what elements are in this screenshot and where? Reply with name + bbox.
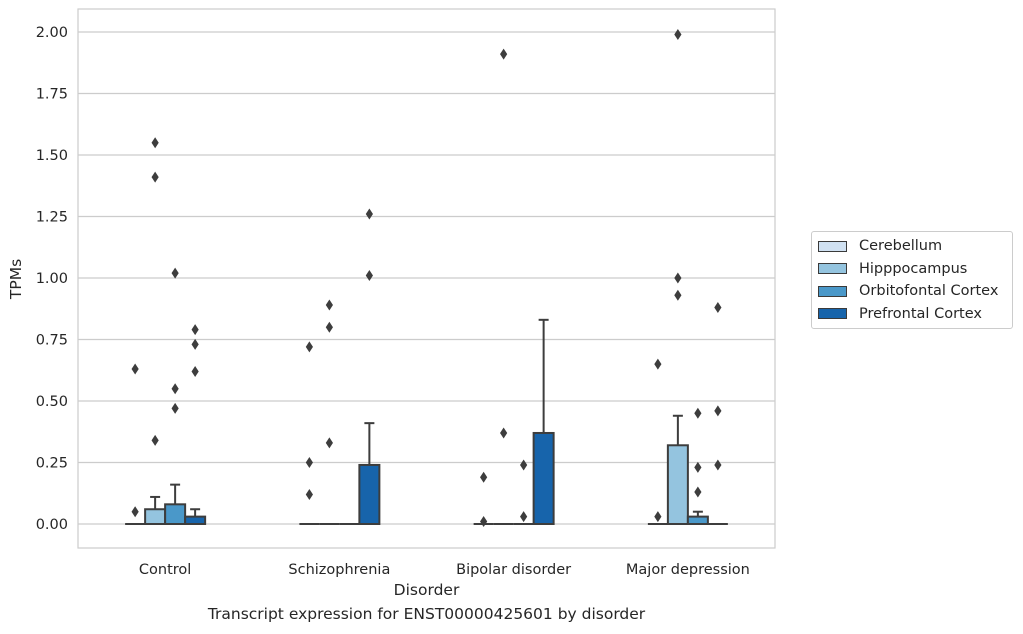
outlier-point	[171, 383, 179, 395]
legend-label: Cerebellum	[859, 238, 943, 255]
outlier-point	[171, 402, 179, 414]
box-hipppocampus	[144, 137, 167, 525]
box-orbitofontal-cortex	[513, 459, 534, 525]
y-tick-label: 1.25	[36, 210, 68, 226]
y-tick-label: 0.00	[36, 517, 68, 533]
x-tick-label: Major depression	[626, 562, 750, 578]
box-rect	[358, 463, 381, 525]
box-orbitofontal-cortex	[164, 267, 187, 526]
y-tick-label: 0.75	[36, 333, 68, 349]
box-hipppocampus	[666, 28, 689, 525]
box-rect	[686, 515, 709, 525]
legend-item: Hipppocampus	[812, 258, 1012, 281]
outlier-point	[191, 365, 199, 377]
chart-caption: Transcript expression for ENST0000042560…	[207, 605, 646, 623]
box-prefrontal-cortex	[532, 318, 555, 526]
legend-label: Prefrontal Cortex	[859, 305, 982, 322]
legend-item: Prefrontal Cortex	[812, 303, 1012, 326]
outlier-point	[714, 459, 722, 471]
box-cerebellum	[473, 471, 494, 528]
outlier-point	[674, 272, 682, 284]
outlier-point	[674, 289, 682, 301]
legend-swatch	[818, 285, 847, 297]
outlier-point	[520, 511, 528, 523]
outlier-point	[500, 48, 508, 60]
y-gridlines	[78, 31, 775, 525]
legend-swatch	[818, 240, 847, 252]
outlier-point	[305, 457, 313, 468]
y-tick-label: 1.50	[36, 148, 68, 164]
y-axis-label: TPMs	[7, 259, 25, 300]
legend-label: Orbitofontal Cortex	[859, 283, 999, 300]
outlier-point	[325, 299, 333, 311]
outlier-point	[325, 321, 333, 333]
box-hipppocampus	[493, 48, 514, 525]
outlier-point	[714, 405, 722, 417]
outlier-point	[365, 208, 373, 220]
box-cerebellum	[647, 358, 668, 525]
outlier-point	[131, 506, 139, 518]
y-tick-labels: 0.00 0.25 0.50 0.75 1.00 1.25 1.50 1.75 2.00	[36, 25, 68, 533]
outlier-point	[131, 363, 139, 375]
x-tick-label: Control	[139, 562, 191, 578]
box-prefrontal-cortex	[707, 302, 728, 525]
outlier-point	[694, 486, 702, 498]
outlier-point	[365, 270, 373, 282]
outlier-point	[480, 516, 488, 528]
legend-item: Cerebellum	[812, 235, 1012, 258]
plot-area-frame	[77, 8, 776, 549]
box-prefrontal-cortex	[358, 208, 381, 525]
outlier-point	[654, 358, 662, 370]
box-series	[125, 28, 728, 528]
outlier-point	[191, 338, 199, 350]
y-tick-label: 1.75	[36, 87, 68, 103]
x-axis-label: Disorder	[394, 581, 460, 599]
outlier-point	[500, 427, 508, 439]
box-rect	[666, 444, 689, 525]
x-tick-labels: Control Schizophrenia Bipolar disorder Majo…	[139, 562, 750, 578]
outlier-point	[674, 28, 682, 40]
y-tick-label: 0.25	[36, 456, 68, 472]
legend-swatch	[818, 263, 847, 275]
outlier-point	[520, 459, 528, 471]
box-hipppocampus	[319, 299, 340, 525]
outlier-point	[325, 437, 333, 449]
y-tick-label: 1.00	[36, 271, 68, 287]
y-tick-label: 2.00	[36, 25, 68, 41]
box-orbitofontal-cortex	[686, 407, 709, 525]
box-cerebellum	[299, 341, 320, 525]
outlier-point	[151, 434, 159, 446]
legend-swatch	[818, 308, 847, 320]
outlier-point	[305, 341, 313, 353]
box-rect	[164, 503, 187, 526]
outlier-point	[305, 488, 313, 500]
outlier-point	[694, 461, 702, 473]
x-tick-label: Bipolar disorder	[456, 562, 571, 578]
box-rect	[532, 431, 555, 526]
box-prefrontal-cortex	[184, 324, 207, 525]
y-tick-label: 0.50	[36, 394, 68, 410]
outlier-point	[151, 171, 159, 183]
outlier-point	[714, 302, 722, 314]
x-tick-label: Schizophrenia	[288, 562, 390, 578]
box-rect	[144, 508, 167, 525]
outlier-point	[191, 324, 199, 336]
outlier-point	[151, 137, 159, 149]
legend-item: Orbitofontal Cortex	[812, 280, 1012, 303]
legend: Cerebellum Hipppocampus Orbitofontal Corte…	[811, 231, 1013, 329]
outlier-point	[654, 511, 662, 523]
box-rect	[184, 515, 207, 525]
outlier-point	[171, 267, 179, 279]
legend-label: Hipppocampus	[859, 260, 968, 277]
box-cerebellum	[125, 363, 146, 525]
outlier-point	[480, 471, 488, 483]
outlier-point	[694, 407, 702, 419]
